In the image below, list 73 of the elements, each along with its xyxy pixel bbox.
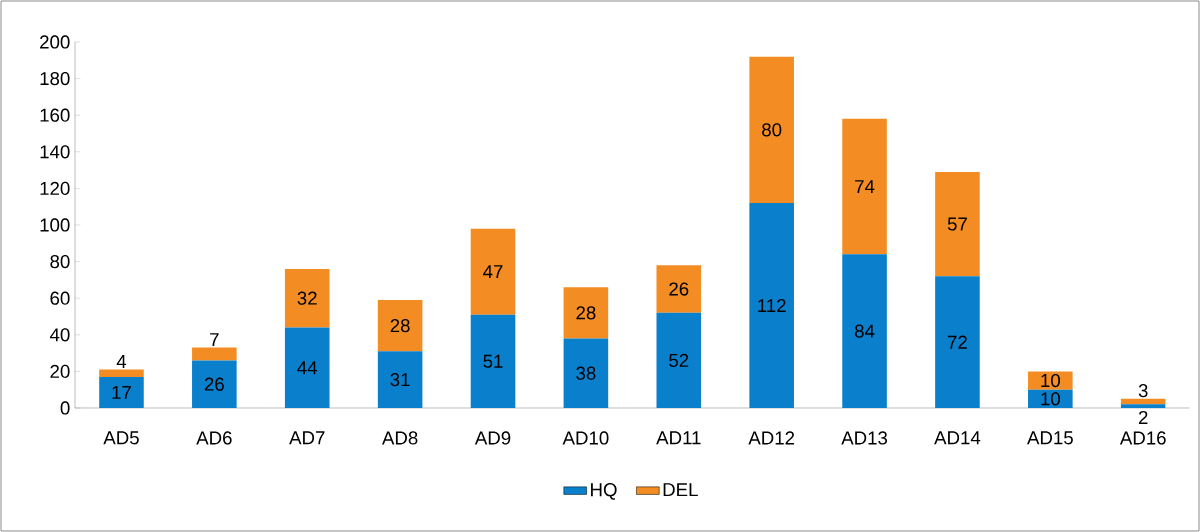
x-tick-label: AD7 bbox=[289, 431, 325, 445]
data-label: 28 bbox=[390, 319, 410, 333]
bar bbox=[749, 56, 794, 204]
data-label: 52 bbox=[669, 353, 689, 368]
x-tick-label: AD9 bbox=[474, 431, 511, 445]
bar bbox=[1120, 398, 1166, 405]
x-tick-label: AD14 bbox=[934, 431, 981, 445]
data-label: 38 bbox=[576, 366, 596, 380]
bar bbox=[842, 254, 887, 408]
bar bbox=[1028, 371, 1073, 390]
x-tick-label: AD8 bbox=[382, 431, 418, 445]
bar bbox=[656, 312, 702, 408]
bar bbox=[563, 338, 609, 408]
data-label: 47 bbox=[483, 265, 503, 279]
data-label: 72 bbox=[948, 335, 967, 349]
bar bbox=[935, 171, 980, 277]
bar bbox=[192, 347, 237, 361]
bar bbox=[935, 276, 980, 408]
data-label: 10 bbox=[1041, 392, 1060, 406]
y-tick-label: 60 bbox=[50, 291, 70, 305]
bar bbox=[192, 360, 237, 408]
x-tick-label: AD6 bbox=[196, 431, 232, 445]
legend-label: DEL bbox=[663, 483, 698, 497]
x-tick-label: AD11 bbox=[656, 431, 701, 445]
data-label: 7 bbox=[210, 333, 219, 346]
data-label: 17 bbox=[112, 386, 131, 399]
bar bbox=[99, 376, 144, 408]
bar bbox=[284, 327, 330, 408]
data-label: 74 bbox=[855, 180, 875, 193]
data-label: 3 bbox=[1138, 384, 1148, 398]
bar bbox=[284, 268, 330, 328]
y-tick-label: 120 bbox=[40, 181, 70, 196]
x-tick-label: AD13 bbox=[841, 431, 888, 445]
legend-label: HQ bbox=[591, 483, 617, 500]
data-label: 10 bbox=[1041, 373, 1060, 388]
y-tick-label: 0 bbox=[60, 401, 70, 415]
data-label: 57 bbox=[947, 217, 967, 231]
data-label: 112 bbox=[758, 298, 786, 313]
y-tick-label: 200 bbox=[40, 35, 70, 49]
bar bbox=[563, 287, 609, 339]
bar bbox=[470, 314, 516, 408]
bar bbox=[842, 118, 887, 255]
y-tick-label: 40 bbox=[49, 328, 70, 342]
data-label: 44 bbox=[297, 361, 318, 375]
bar bbox=[470, 228, 516, 315]
data-label: 84 bbox=[854, 324, 875, 338]
y-tick-label: 140 bbox=[40, 145, 70, 159]
x-tick-label: AD12 bbox=[748, 431, 795, 445]
y-tick-label: 180 bbox=[40, 71, 70, 86]
bar bbox=[377, 300, 423, 352]
bar bbox=[377, 351, 423, 408]
data-label: 26 bbox=[669, 282, 689, 296]
bar bbox=[1120, 404, 1166, 408]
y-tick-label: 80 bbox=[50, 254, 70, 269]
data-label: 26 bbox=[204, 377, 224, 391]
x-tick-label: AD15 bbox=[1027, 431, 1073, 445]
data-label: 31 bbox=[390, 373, 410, 387]
data-label: 4 bbox=[116, 355, 127, 368]
data-label: 51 bbox=[483, 354, 503, 368]
y-tick-label: 100 bbox=[40, 218, 70, 232]
y-tick-label: 160 bbox=[40, 108, 70, 122]
bar bbox=[99, 369, 144, 377]
data-label: 32 bbox=[297, 291, 317, 305]
x-tick-label: AD16 bbox=[1119, 431, 1166, 445]
bar bbox=[1028, 389, 1073, 408]
data-label: 2 bbox=[1138, 410, 1148, 424]
y-tick-label: 20 bbox=[50, 364, 70, 378]
data-label: 28 bbox=[576, 306, 596, 320]
bar bbox=[656, 265, 702, 313]
data-label: 80 bbox=[762, 123, 782, 137]
x-tick-label: AD5 bbox=[103, 431, 139, 445]
x-tick-label: AD10 bbox=[562, 431, 609, 445]
bar bbox=[749, 203, 794, 408]
